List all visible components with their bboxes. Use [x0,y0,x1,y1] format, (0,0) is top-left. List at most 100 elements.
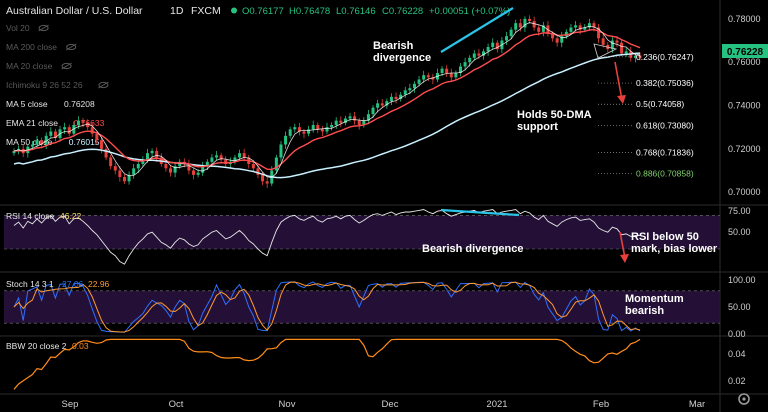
candle-body [150,151,154,154]
candle-body [99,140,103,149]
candle-body [560,36,564,43]
low-value: L0.76146 [336,6,376,17]
candle-body [81,120,85,123]
candle-body [638,55,642,58]
candle-body [104,148,108,158]
change-value: +0.00051 (+0.07%) [429,6,510,17]
candle-body [145,153,149,160]
candle-body [417,79,421,84]
candle-body [274,157,278,171]
candle-body [454,73,458,78]
hidden-eye-slash [61,62,72,70]
candle-body [463,62,467,67]
candle-body [76,120,80,125]
candle-body [472,53,476,58]
axes: 0.78000 0.76000 0.74000 0.72000 0.70000 Sep Oc… [62,14,761,410]
candle-body [316,125,320,130]
time-axis-tick: Feb [593,399,609,410]
hidden-eye-slash [98,81,109,89]
candle-body [30,144,34,147]
rsi-bias-label: RSI below 50 mark, bias lower [631,231,718,255]
rsi-down-arrow [619,231,626,259]
candle-body [109,157,113,167]
candle-body [366,114,370,121]
bearish-divergence-label: Bearish divergence [373,40,431,64]
candle-body [491,42,495,47]
settings-gear-icon[interactable] [738,393,750,405]
candle-body [569,27,573,32]
candle-body [302,131,306,134]
candle-body [284,135,288,145]
candle-body [431,77,435,80]
candle-body [495,42,499,50]
candle-body [458,66,462,73]
candle-body [353,116,357,121]
stoch-band [4,290,720,324]
candle-body [357,120,361,125]
candle-body [196,172,200,175]
rsi-bias-line-1: RSI below 50 [631,231,699,243]
candle-body [307,129,311,134]
indicator-label: MA 20 close [6,61,53,71]
candle-body [541,25,545,32]
candle-body [343,118,347,123]
candle-body [219,155,223,160]
candle-body [348,116,352,119]
fib-level-label: 0.382(0.75036) [636,78,694,88]
rsi-axis-tick: 75.00 [728,206,751,216]
hidden-eye-slash [65,43,77,51]
candle-body [412,83,416,89]
fib-level-label: 0.618(0.73080) [636,120,694,130]
hidden-eye-icon [38,24,49,32]
hidden-eye-icon [66,43,77,51]
price-axis-tick: 0.74000 [728,101,761,111]
candle-body [537,27,541,32]
ma5-line [13,22,641,178]
rsi-band [4,215,720,249]
indicator-label: MA 200 close [6,42,57,52]
price-axis-tick: 0.78000 [728,14,761,24]
candle-body [330,125,334,128]
fib-level-label: 0.236(0.76247) [636,52,694,62]
hidden-eye-slash [38,24,49,32]
candle-body [192,170,196,175]
candle-body [555,38,559,43]
candle-body [173,166,177,173]
ma50-line [13,52,641,179]
time-axis-tick: Sep [62,399,79,410]
rsi-down-arrow-head [620,254,629,263]
candle-body [399,94,403,99]
candle-body [633,55,637,58]
candle-body [72,125,76,134]
candle-body [233,157,237,162]
price-down-arrow-head [617,95,626,104]
stoch-k-value: 27.06 [62,279,84,289]
candle-body [578,25,582,30]
candle-body [35,140,39,145]
price-divergence-line [440,7,514,53]
candle-body [238,153,242,158]
candle-body [514,23,518,30]
candle-body [297,127,301,132]
interval-label: 1D [170,5,184,17]
candle-body [509,29,513,37]
rsi-divergence-label: Bearish divergence [422,243,524,255]
candle-body [449,73,453,78]
bbw-axis-tick: 0.04 [728,349,746,359]
candle-body [113,166,117,171]
triangle-pattern [593,43,618,59]
candle-body [615,40,619,43]
candle-body [597,27,601,39]
time-axis-tick: Nov [279,399,296,410]
stoch-bias-label: Momentum bearish [625,293,687,317]
candle-body [339,120,343,123]
candle-body [63,127,67,130]
holds-50dma-line-2: support [517,121,558,133]
candle-body [380,103,384,106]
candle-body [187,164,191,171]
fib-level-label: 0.5(0.74058) [636,99,684,109]
price-axis-tick: 0.72000 [728,144,761,154]
candle-body [532,21,536,28]
candle-body [551,34,555,39]
